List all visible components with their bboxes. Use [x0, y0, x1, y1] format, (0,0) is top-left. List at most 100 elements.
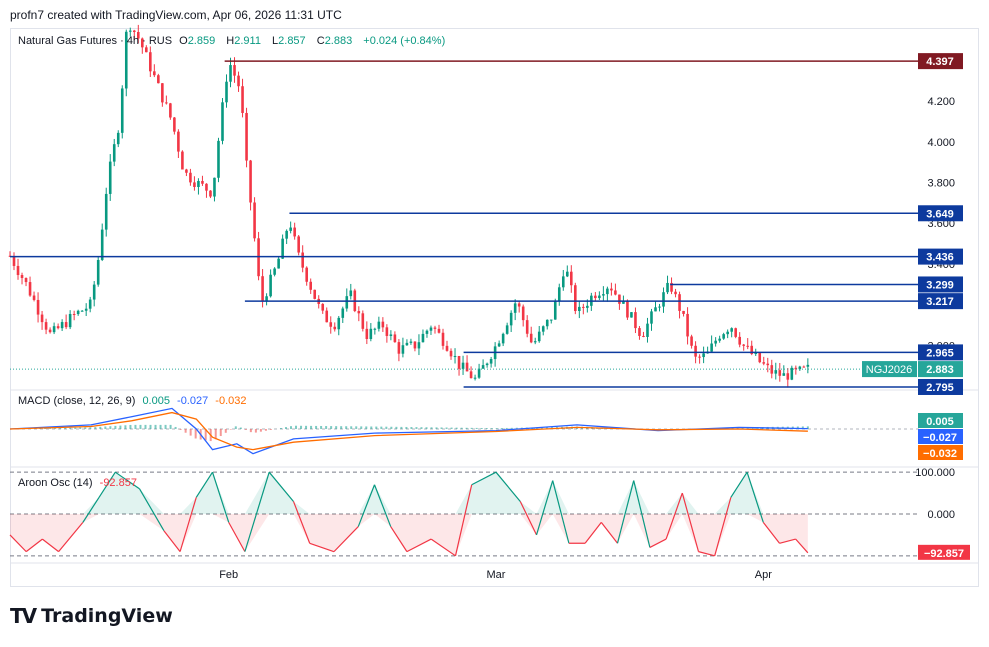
- candle-body: [658, 306, 661, 308]
- aroon-segment: [309, 542, 335, 553]
- candle-body: [136, 31, 140, 39]
- candle-body: [233, 65, 236, 76]
- candle-body: [570, 271, 573, 286]
- aroon-segment: [195, 471, 214, 498]
- macd-bar: [360, 426, 363, 429]
- candle-body: [421, 333, 425, 343]
- signal-value-legend: -0.027: [177, 395, 209, 407]
- candle-body: [153, 71, 156, 76]
- candle-body: [758, 353, 762, 363]
- candle-body: [549, 319, 553, 321]
- candle-body: [598, 295, 601, 299]
- macd-bar: [244, 429, 247, 430]
- candle-body: [425, 330, 429, 334]
- aroon-segment: [471, 471, 497, 486]
- candle-body: [145, 47, 148, 53]
- candle-body: [453, 355, 457, 357]
- candle-body: [149, 52, 152, 72]
- macd-axis-label-2: −0.032: [923, 448, 957, 460]
- tradingview-logo-text: TradingView: [41, 605, 173, 627]
- candle-body: [28, 282, 32, 296]
- candle-body: [273, 268, 276, 275]
- candle-body: [357, 311, 361, 314]
- candle-body: [742, 344, 746, 346]
- aroon-tick-100: 100.000: [915, 467, 955, 479]
- macd-bar: [114, 425, 117, 429]
- candle-body: [537, 331, 541, 342]
- candle-body: [513, 303, 517, 313]
- macd-bar: [184, 429, 187, 433]
- macd-bar: [89, 427, 92, 429]
- symbol-tag-bg: [862, 361, 917, 378]
- candle-body: [116, 132, 120, 145]
- macd-bar: [74, 427, 77, 429]
- macd-bar: [79, 427, 82, 429]
- candle-body: [794, 367, 798, 370]
- candle-body: [40, 314, 44, 323]
- candle-body: [461, 362, 465, 369]
- level-label-bg-3.299: [918, 276, 963, 293]
- aroon-segment: [179, 497, 197, 552]
- candle-body: [574, 285, 577, 312]
- tradingview-logo-icon: TV: [10, 604, 37, 628]
- candle-body: [56, 326, 60, 329]
- macd-bar: [400, 426, 403, 429]
- tradingview-logo[interactable]: TV TradingView: [10, 604, 173, 628]
- candle-body: [313, 289, 317, 299]
- candle-body: [177, 131, 180, 152]
- macd-bar: [355, 426, 358, 429]
- candle-body: [698, 356, 701, 358]
- candle-body: [710, 343, 713, 352]
- level-label-bg-3.649: [918, 205, 963, 222]
- candle-body: [650, 311, 653, 324]
- legend-high: 2.911: [234, 35, 261, 47]
- macd-bar: [430, 427, 433, 429]
- candle-body: [662, 292, 665, 307]
- candle-body: [533, 341, 537, 343]
- aroon-segment: [616, 480, 635, 544]
- aroon-segment: [698, 551, 715, 557]
- macd-bar: [254, 429, 257, 433]
- candle-body: [517, 303, 521, 307]
- legend-low: 2.857: [278, 35, 306, 47]
- macd-bar: [325, 426, 328, 429]
- candle-body: [297, 236, 300, 253]
- aroon-segment: [58, 521, 84, 553]
- candle-body: [289, 227, 292, 231]
- macd-bar: [290, 426, 293, 429]
- macd-bar: [54, 428, 57, 429]
- candle-body: [582, 306, 585, 308]
- candle-body: [429, 327, 433, 331]
- candle-body: [509, 312, 513, 326]
- aroon-segment: [390, 526, 408, 552]
- macd-bar: [154, 424, 157, 429]
- macd-bar: [49, 428, 52, 429]
- aroon-segment: [552, 480, 570, 544]
- candle-body: [161, 83, 164, 103]
- macd-bar: [239, 427, 242, 429]
- candle-body: [96, 259, 100, 285]
- macd-bar: [500, 428, 503, 429]
- candle-body: [626, 300, 629, 318]
- aroon-segment: [649, 538, 667, 548]
- macd-bar: [264, 429, 267, 431]
- candle-body: [473, 377, 477, 379]
- level-label-bg-3.436: [918, 248, 963, 265]
- macd-bar: [450, 427, 453, 429]
- macd-bar: [204, 429, 207, 441]
- aroon-segment: [584, 521, 602, 544]
- candle-body: [682, 310, 685, 314]
- candle-body: [321, 303, 325, 311]
- aroon-segment: [211, 471, 230, 523]
- macd-bar: [370, 426, 373, 429]
- candle-body: [100, 229, 104, 260]
- level-label-3.217: 3.217: [926, 296, 954, 308]
- candle-body: [565, 271, 569, 277]
- candle-body: [734, 328, 737, 337]
- last-price-label: 2.883: [926, 364, 954, 376]
- candle-body: [389, 334, 393, 336]
- candle-body: [293, 227, 296, 237]
- candle-body: [132, 30, 136, 32]
- macd-bar: [365, 426, 368, 429]
